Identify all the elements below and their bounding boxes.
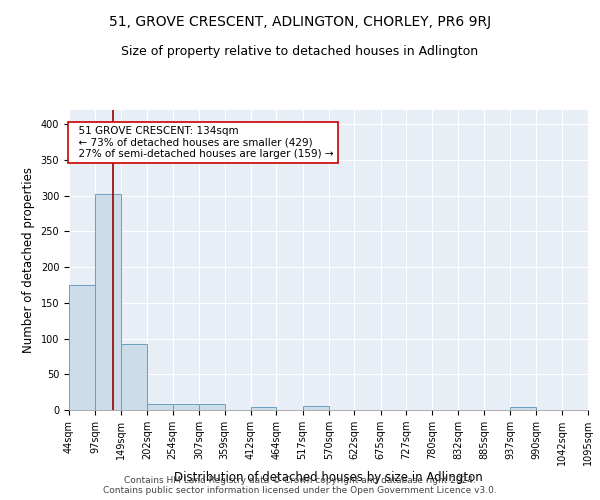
Y-axis label: Number of detached properties: Number of detached properties (22, 167, 35, 353)
Bar (302, 406, 329, 410)
Bar (251, 407, 277, 410)
Text: Contains HM Land Registry data © Crown copyright and database right 2024.
Contai: Contains HM Land Registry data © Crown c… (103, 476, 497, 495)
X-axis label: Distribution of detached houses by size in Adlington: Distribution of detached houses by size … (174, 470, 483, 484)
Bar (69, 285, 95, 410)
Text: 51 GROVE CRESCENT: 134sqm
  ← 73% of detached houses are smaller (429)
  27% of : 51 GROVE CRESCENT: 134sqm ← 73% of detac… (72, 126, 334, 159)
Bar (199, 404, 224, 410)
Text: Size of property relative to detached houses in Adlington: Size of property relative to detached ho… (121, 45, 479, 58)
Bar (121, 344, 147, 410)
Text: 51, GROVE CRESCENT, ADLINGTON, CHORLEY, PR6 9RJ: 51, GROVE CRESCENT, ADLINGTON, CHORLEY, … (109, 15, 491, 29)
Bar (147, 404, 173, 410)
Bar (510, 407, 536, 410)
Bar (95, 194, 121, 410)
Bar (173, 404, 199, 410)
